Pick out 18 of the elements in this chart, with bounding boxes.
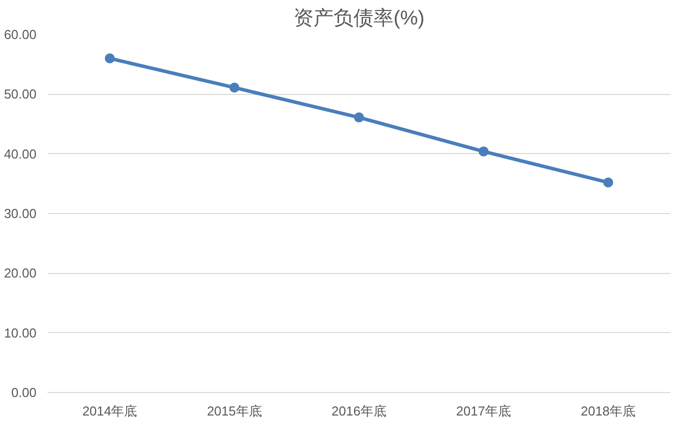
y-tick-label: 40.00 [4, 146, 37, 162]
x-tick-label: 2018年底 [580, 404, 636, 418]
y-tick-label: 20.00 [4, 266, 37, 281]
point [478, 146, 489, 156]
y-tick-label: 10.00 [4, 325, 37, 340]
x-tick-label: 2014年底 [82, 404, 138, 418]
x-tick-label: 2017年底 [456, 404, 512, 418]
y-tick-label: 50.00 [4, 86, 37, 102]
y-tick-label: 0.00 [11, 385, 37, 400]
x-tick-label: 2016年底 [332, 404, 386, 418]
chart-title: 资产负债率(%) [293, 8, 425, 30]
y-tick-label: 30.00 [4, 206, 37, 221]
y-tick-label: 60.00 [4, 27, 37, 42]
point [229, 82, 240, 93]
point [354, 112, 364, 122]
x-tick-label: 2015年底 [206, 404, 262, 418]
point [104, 53, 115, 64]
point [603, 177, 614, 188]
